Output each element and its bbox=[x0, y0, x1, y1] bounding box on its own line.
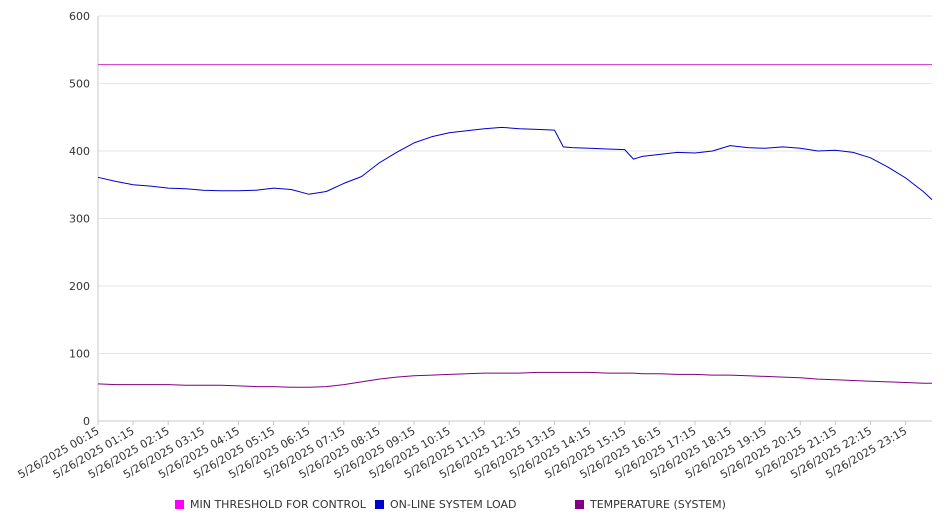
y-tick-label: 200 bbox=[69, 280, 90, 293]
y-tick-label: 0 bbox=[83, 415, 90, 428]
legend-label-min-threshold: MIN THRESHOLD FOR CONTROL bbox=[190, 498, 366, 511]
y-tick-label: 500 bbox=[69, 78, 90, 91]
y-tick-label: 600 bbox=[69, 10, 90, 23]
legend-label-system-load: ON-LINE SYSTEM LOAD bbox=[390, 498, 517, 511]
legend-swatch-min-threshold bbox=[175, 500, 184, 509]
x-tick-labels: 5/26/2025 00:155/26/2025 01:155/26/2025 … bbox=[16, 421, 909, 481]
legend-item-min-threshold[interactable]: MIN THRESHOLD FOR CONTROL bbox=[175, 498, 366, 511]
legend-label-temperature: TEMPERATURE (SYSTEM) bbox=[590, 498, 726, 511]
legend-item-temperature[interactable]: TEMPERATURE (SYSTEM) bbox=[575, 498, 726, 511]
legend: MIN THRESHOLD FOR CONTROL ON-LINE SYSTEM… bbox=[0, 498, 946, 514]
series-line-2 bbox=[97, 371, 932, 388]
legend-swatch-system-load bbox=[375, 500, 384, 509]
series-line-1 bbox=[97, 126, 933, 200]
gridlines bbox=[98, 15, 932, 422]
y-tick-label: 100 bbox=[69, 348, 90, 361]
legend-swatch-temperature bbox=[575, 500, 584, 509]
y-tick-label: 400 bbox=[69, 145, 90, 158]
y-tick-labels: 0 100 200 300 400 500 600 bbox=[69, 10, 90, 428]
legend-item-system-load[interactable]: ON-LINE SYSTEM LOAD bbox=[375, 498, 516, 511]
y-tick-label: 300 bbox=[69, 213, 90, 226]
series-lines bbox=[97, 64, 933, 388]
